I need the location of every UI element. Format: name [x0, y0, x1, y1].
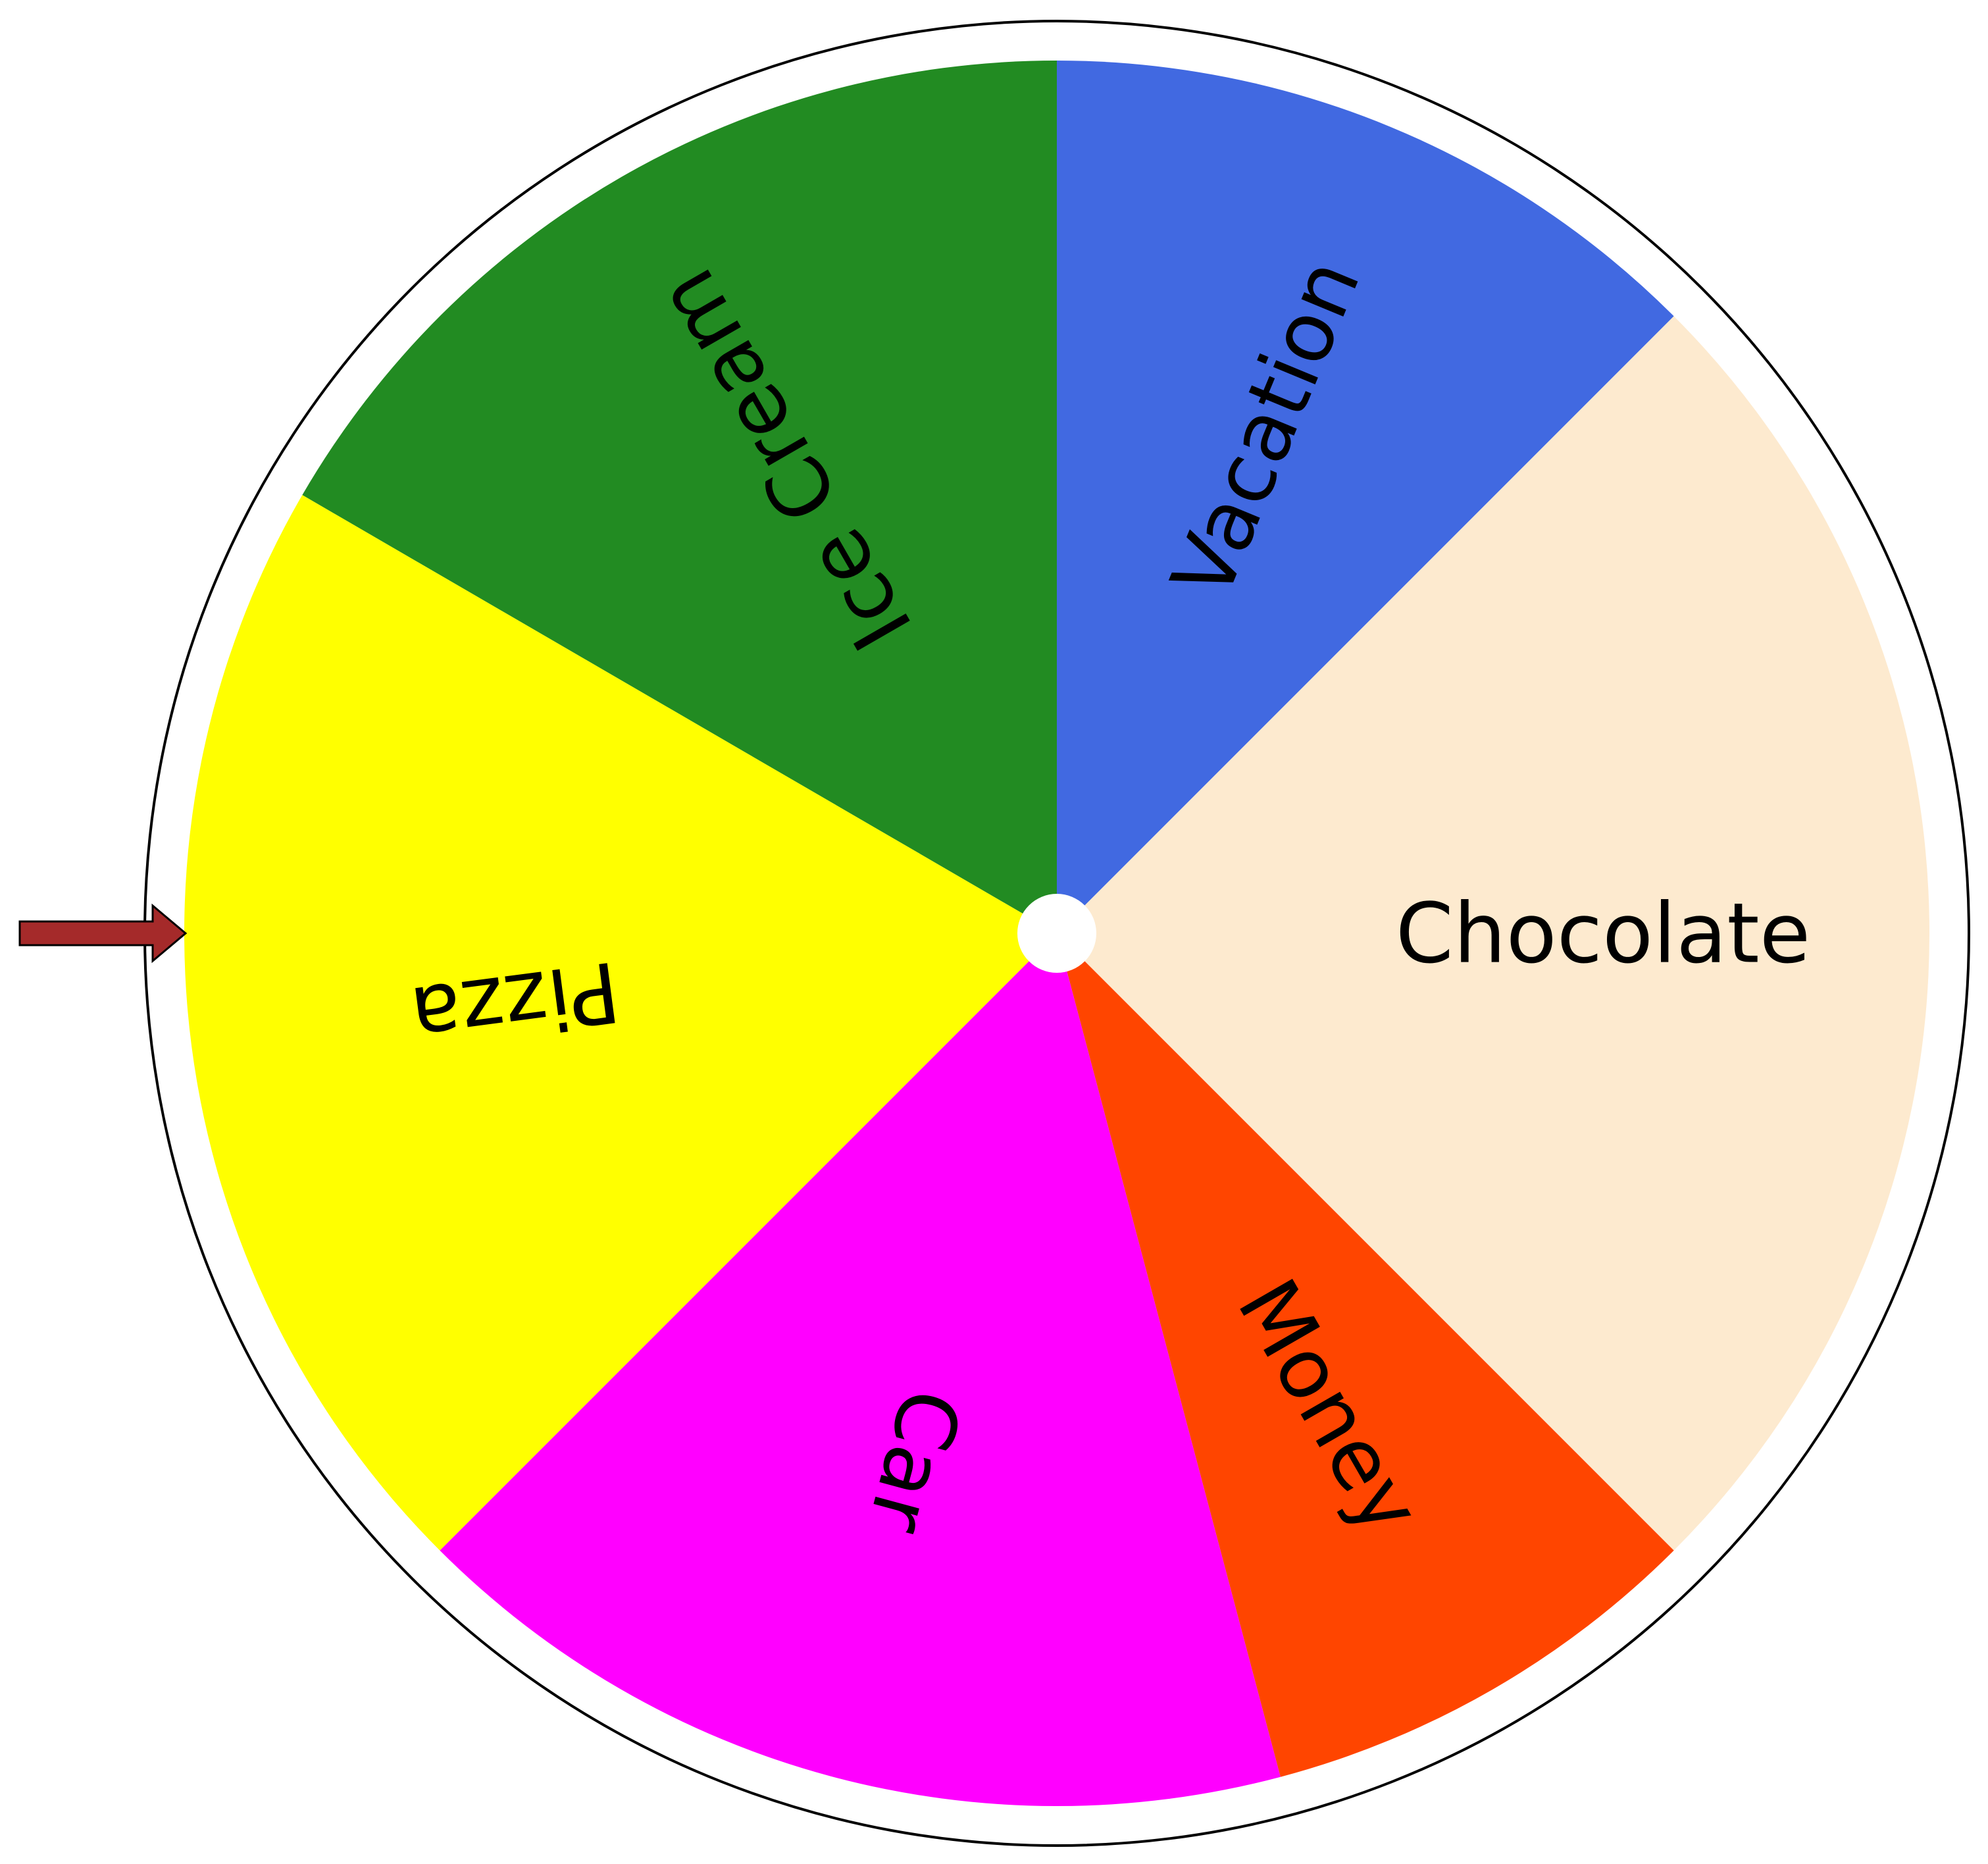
wheel-segment-ice-cream: [302, 61, 1057, 933]
wheel-segments: [184, 61, 1929, 1806]
wheel-label-chocolate: Chocolate: [1396, 885, 1810, 982]
wheel-segment-car: [440, 933, 1281, 1806]
wheel-segment-chocolate: [1057, 316, 1929, 1551]
arrow-right-icon: [18, 903, 188, 964]
wheel-segment-pizza: [184, 495, 1058, 1551]
wheel-hub[interactable]: [1017, 894, 1096, 973]
wheel-segment-money: [1057, 933, 1674, 1777]
wheel-segment-vacation: [1057, 61, 1674, 933]
